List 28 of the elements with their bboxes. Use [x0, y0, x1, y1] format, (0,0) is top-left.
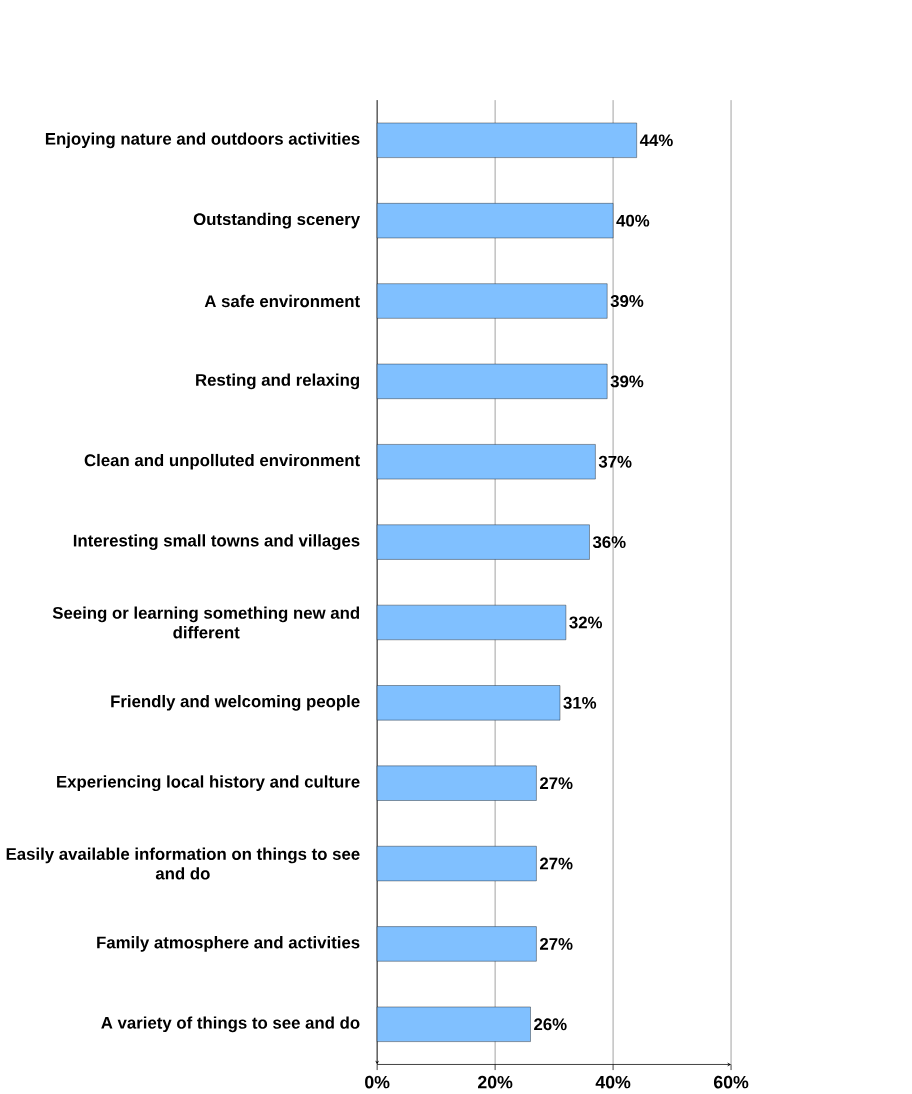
y-tick-label: Easily available information on things to see and do	[6, 847, 360, 880]
y-tick-label: Outstanding scenery	[194, 212, 361, 229]
data-label: 31%	[563, 696, 597, 709]
data-label: 32%	[569, 616, 603, 629]
y-tick-label: Experiencing local history and culture	[57, 775, 360, 792]
y-tick-label: Resting and relaxing	[196, 373, 360, 390]
y-tick-label: Interesting small towns and villages	[74, 534, 360, 550]
x-tick-label: 0%	[365, 1075, 390, 1089]
data-label: 39%	[610, 295, 644, 307]
y-tick-label: Enjoying nature and outdoors activities	[46, 132, 360, 149]
data-label: 27%	[540, 937, 573, 950]
data-label: 27%	[540, 777, 573, 790]
y-tick-label: A safe environment	[204, 294, 361, 308]
y-tick-label: Seeing or learning something new and different	[52, 606, 360, 639]
data-label: 37%	[598, 455, 632, 468]
x-tick-label: 60%	[714, 1075, 749, 1089]
x-tick-label: 20%	[478, 1075, 513, 1089]
data-label: 44%	[640, 134, 674, 147]
y-tick-label: Friendly and welcoming people	[111, 694, 360, 711]
y-tick-label: Clean and unpolluted environment	[84, 453, 361, 470]
data-label: 36%	[593, 536, 626, 549]
x-tick-label: 40%	[595, 1075, 631, 1089]
y-tick-label: A variety of things to see and do	[101, 1016, 360, 1033]
data-label: 39%	[610, 375, 644, 388]
data-label: 26%	[534, 1018, 567, 1031]
data-label: 40%	[616, 214, 650, 227]
data-label: 27%	[540, 857, 573, 870]
y-tick-label: Family atmosphere and activities	[97, 936, 360, 952]
